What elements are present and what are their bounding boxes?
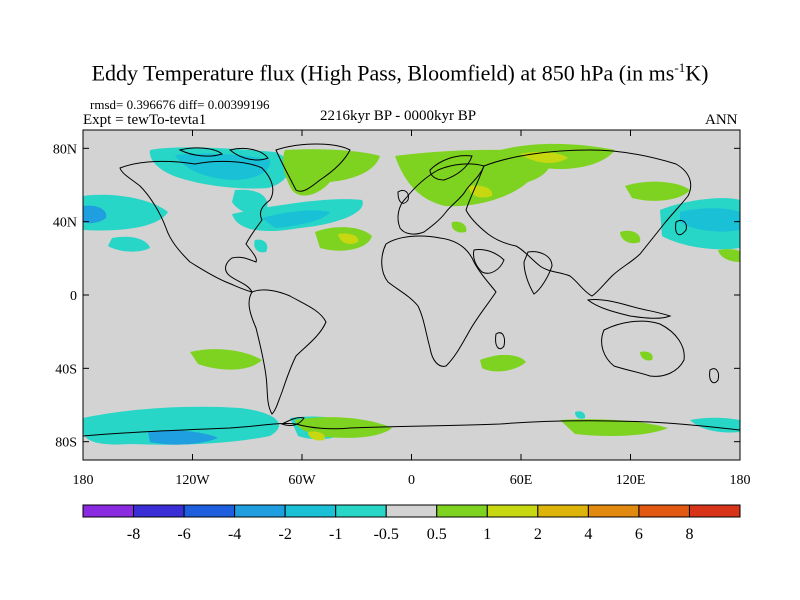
lon-tick-label: 0: [408, 473, 415, 488]
colorbar-swatch: [133, 504, 185, 518]
colorbar-label: -8: [127, 526, 140, 543]
coast-north-america: [119, 160, 274, 293]
colorbar-swatch: [587, 504, 640, 518]
anomaly-so-yellow: [308, 431, 325, 441]
anomaly-hudson-negative: [232, 189, 268, 215]
anomaly-atlantic-core: [338, 233, 359, 244]
colorbar-label: 2: [534, 526, 542, 543]
lat-tick-label: 0: [70, 289, 77, 304]
title-main: Eddy Temperature flux (High Pass, Bloomf…: [91, 60, 675, 86]
anomaly-npacific-east-positive: [718, 249, 740, 262]
anomaly-canada-core: [175, 153, 271, 180]
anomaly-so-negative-west: [83, 406, 279, 445]
lon-tick-label: 180: [73, 473, 94, 488]
longitude-labels: 180 120W 60W 0 60E 120E 180: [73, 473, 751, 488]
anomaly-eurasia-positive: [395, 149, 551, 207]
anomaly-siberia-core: [520, 151, 568, 163]
colorbar-swatch: [335, 504, 387, 518]
colorbar-label: 1: [483, 526, 491, 543]
stats-label: rmsd= 0.396676 diff= 0.00399196: [90, 97, 270, 112]
title-end: K): [685, 60, 709, 86]
coast-india: [523, 251, 553, 295]
coast-baffin: [228, 147, 269, 161]
anomaly-npacific-west: [83, 194, 168, 231]
season-label: ANN: [705, 112, 738, 128]
colorbar-label: -1: [329, 526, 342, 543]
coast-arabia: [473, 249, 505, 274]
lon-tick-label: 60E: [510, 473, 533, 488]
coast-antarctica: [83, 420, 740, 437]
anomaly-eurasia-core: [468, 185, 493, 198]
anomaly-eastasia-positive: [620, 230, 641, 244]
colorbar-label: 0.5: [427, 526, 447, 543]
colorbar-label: 6: [635, 526, 643, 543]
lon-tick-label: 60W: [288, 473, 316, 488]
colorbar: -8 -6 -4 -2 -1 -0.5 0.5 1 2 4 6 8: [82, 504, 741, 543]
anomaly-so-negative-east: [575, 411, 586, 419]
anomaly-midwest-negative: [108, 236, 150, 252]
experiment-label: Expt = tewTo-tevta1: [83, 112, 207, 128]
colorbar-label: -0.5: [374, 526, 399, 543]
lon-tick-label: 180: [730, 473, 751, 488]
colorbar-label: 4: [584, 526, 592, 543]
anomaly-sth-indian-positive: [480, 354, 526, 372]
coast-south-america: [248, 289, 327, 415]
coast-africa: [381, 235, 497, 367]
lon-tick-label: 120W: [175, 473, 210, 488]
colorbar-swatch: [183, 504, 236, 518]
colorbar-label: -4: [228, 526, 241, 543]
anomaly-mideast-positive: [451, 221, 467, 233]
coast-scandinavia: [429, 155, 473, 181]
coast-greenland: [275, 143, 351, 192]
coast-asia: [465, 149, 692, 297]
anomaly-sth-atlantic-positive: [190, 349, 262, 370]
coast-australia: [601, 320, 685, 377]
anomaly-fields: [83, 143, 740, 445]
anomaly-arctic-small-positive: [308, 151, 342, 161]
colorbar-swatch: [537, 504, 589, 518]
title-superscript: -1: [674, 60, 686, 75]
coast-antarctic-peninsula: [280, 417, 305, 427]
colorbar-swatch: [436, 504, 488, 518]
axis-ticks: [82, 130, 741, 460]
coast-madagascar: [495, 332, 505, 350]
chart-title: Eddy Temperature flux (High Pass, Bloomf…: [0, 60, 800, 86]
coast-new-zealand: [709, 368, 719, 384]
colorbar-swatch: [638, 504, 690, 518]
coast-japan: [675, 219, 687, 236]
map-plot-area: 80N 40N 0 40S 80S 180 120W 60W 0 60E 120E 180: [53, 129, 751, 488]
lat-tick-label: 80N: [53, 142, 77, 157]
colorbar-swatch: [234, 504, 286, 518]
anomaly-asia-positive: [625, 181, 690, 201]
colorbar-label: -6: [177, 526, 190, 543]
colorbar-swatch: [284, 504, 337, 518]
anomaly-npacific-west-core: [83, 205, 107, 224]
lat-tick-label: 80S: [55, 436, 77, 451]
colorbar-swatch: [385, 504, 438, 518]
colorbar-swatch: [82, 504, 135, 518]
anomaly-npacific-east-core: [680, 208, 740, 232]
anomaly-greenland-positive: [282, 149, 380, 196]
coast-britain: [397, 189, 409, 204]
colorbar-swatch: [486, 504, 539, 518]
anomaly-so-positive-east: [560, 419, 668, 436]
colorbar-label: 8: [685, 526, 693, 543]
lat-tick-label: 40S: [55, 362, 77, 377]
anomaly-gulf-negative: [254, 239, 268, 253]
latitude-labels: 80N 40N 0 40S 80S: [53, 142, 77, 450]
colorbar-label: -2: [278, 526, 291, 543]
coast-indonesia: [586, 299, 672, 319]
anomaly-sth-pacific-positive: [640, 351, 653, 361]
coast-arctic-islands: [178, 147, 223, 157]
colorbar-swatch: [688, 504, 741, 518]
anomaly-natlantic-core: [262, 210, 330, 228]
period-label: 2216kyr BP - 0000kyr BP: [320, 108, 477, 124]
lon-tick-label: 120E: [616, 473, 646, 488]
anomaly-so-blue-core: [148, 430, 218, 445]
coastlines: [83, 143, 740, 437]
lat-tick-label: 40N: [53, 216, 77, 231]
